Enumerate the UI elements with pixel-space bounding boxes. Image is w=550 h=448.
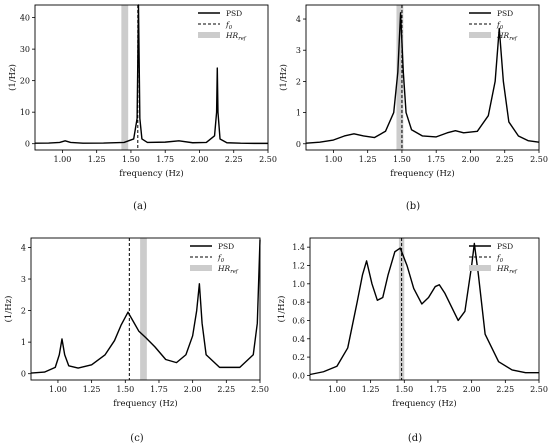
hr-ref-band (396, 5, 404, 150)
plot-frame (309, 237, 540, 381)
panel-d: 1.00 1.25 1.50 1.75 2.00 2.25 2.50 0.0 0.2 0.4 0.6… (276, 237, 548, 409)
x-axis-label: frequency (Hz) (113, 398, 177, 409)
y-tick-label: 10 (20, 108, 30, 117)
x-tick-label: 1.50 (393, 155, 411, 164)
x-tick-label: 1.25 (83, 385, 101, 394)
x-tick-label: 1.75 (150, 385, 168, 394)
x-tick-label: 2.00 (463, 385, 481, 394)
x-tick-label: 1.25 (362, 385, 380, 394)
x-tick-label: 1.25 (88, 155, 106, 164)
y-tick-label: 30 (20, 45, 30, 54)
x-tick-label: 2.00 (462, 155, 480, 164)
y-tick-label: 0.8 (292, 298, 305, 307)
x-tick-label: 2.50 (259, 155, 277, 164)
x-tick-label: 1.00 (328, 385, 346, 394)
legend-f0-label: f0 (496, 20, 504, 31)
y-tick-label: 0 (25, 140, 30, 149)
legend-psd-label: PSD (226, 9, 242, 18)
x-tick-label: 2.50 (530, 385, 548, 394)
caption-a: (a) (133, 201, 147, 212)
panel-b: 1.00 1.25 1.50 1.75 2.00 2.25 2.50 0 1 2 3 4 frequen… (278, 4, 548, 179)
hr-ref-band (121, 5, 129, 150)
y-tick-label: 0.0 (292, 371, 305, 380)
legend-f0-label: f0 (225, 20, 233, 31)
y-tick-label: 0.4 (292, 335, 305, 344)
legend-f0-label: f0 (496, 253, 504, 264)
y-tick-label: 40 (20, 14, 30, 23)
legend-psd-label: PSD (497, 9, 513, 18)
caption-b: (b) (406, 201, 420, 212)
x-axis-label: frequency (Hz) (390, 168, 454, 179)
legend-hr-label: HRref (496, 31, 518, 42)
y-axis-label: (1/Hz) (278, 64, 289, 91)
x-tick-label: 1.75 (427, 155, 445, 164)
plot-frame (305, 4, 540, 151)
x-tick-label: 2.50 (530, 155, 548, 164)
y-tick-label: 1.0 (292, 280, 305, 289)
legend-hr-swatch (469, 32, 491, 38)
x-tick-label: 1.75 (156, 155, 174, 164)
y-tick-label: 20 (20, 77, 30, 86)
x-tick-label: 1.00 (54, 155, 72, 164)
x-tick-label: 1.00 (49, 385, 67, 394)
x-axis-label: frequency (Hz) (392, 398, 456, 409)
legend-hr-label: HRref (496, 264, 518, 275)
legend-hr-swatch (190, 265, 212, 271)
plot-frame (34, 4, 269, 151)
x-tick-label: 1.50 (122, 155, 140, 164)
x-tick-label: 1.50 (395, 385, 413, 394)
psd-line (309, 242, 539, 376)
x-tick-label: 1.25 (359, 155, 377, 164)
y-tick-label: 4 (296, 15, 301, 24)
psd-line (34, 4, 268, 145)
y-tick-label: 3 (21, 275, 26, 284)
legend-hr-label: HRref (217, 264, 239, 275)
x-tick-label: 2.25 (496, 155, 514, 164)
x-tick-label: 2.00 (184, 385, 202, 394)
y-tick-label: 1 (296, 109, 301, 118)
panel-c: 1.00 1.25 1.50 1.75 2.00 2.25 2.50 0 1 2 3 4 frequen… (3, 237, 269, 409)
legend-hr-swatch (198, 32, 220, 38)
x-tick-label: 1.00 (325, 155, 343, 164)
y-axis-label: (1/Hz) (7, 64, 18, 91)
y-tick-label: 3 (296, 46, 301, 55)
x-tick-label: 2.50 (251, 385, 269, 394)
legend-psd-label: PSD (218, 242, 234, 251)
y-tick-label: 1 (21, 338, 26, 347)
plot-frame (30, 237, 261, 381)
y-tick-label: 2 (21, 307, 26, 316)
y-tick-label: 2 (296, 77, 301, 86)
x-tick-label: 2.25 (217, 385, 235, 394)
y-axis-label: (1/Hz) (3, 296, 14, 323)
legend-hr-swatch (469, 265, 491, 271)
legend-f0-label: f0 (217, 253, 225, 264)
y-tick-label: 0.2 (292, 353, 305, 362)
psd-line (30, 239, 261, 374)
panel-a: 1.00 1.25 1.50 1.75 2.00 2.25 2.50 0 10 20 30 40 fre… (7, 4, 277, 179)
y-tick-label: 1.4 (292, 243, 305, 252)
y-tick-label: 4 (21, 243, 26, 252)
x-tick-label: 2.25 (225, 155, 243, 164)
x-tick-label: 2.00 (191, 155, 209, 164)
psd-line (305, 12, 540, 144)
caption-d: (d) (408, 433, 422, 444)
y-tick-label: 1.2 (292, 261, 305, 270)
y-tick-label: 0 (296, 140, 301, 149)
y-tick-label: 0 (21, 370, 26, 379)
legend-psd-label: PSD (497, 242, 513, 251)
x-tick-label: 1.75 (429, 385, 447, 394)
hr-ref-band (140, 238, 147, 380)
x-tick-label: 2.25 (496, 385, 514, 394)
x-tick-label: 1.50 (116, 385, 134, 394)
y-axis-label: (1/Hz) (276, 296, 287, 323)
caption-c: (c) (130, 433, 144, 444)
x-axis-label: frequency (Hz) (119, 168, 183, 179)
y-tick-label: 0.6 (292, 316, 305, 325)
legend-hr-label: HRref (225, 31, 247, 42)
